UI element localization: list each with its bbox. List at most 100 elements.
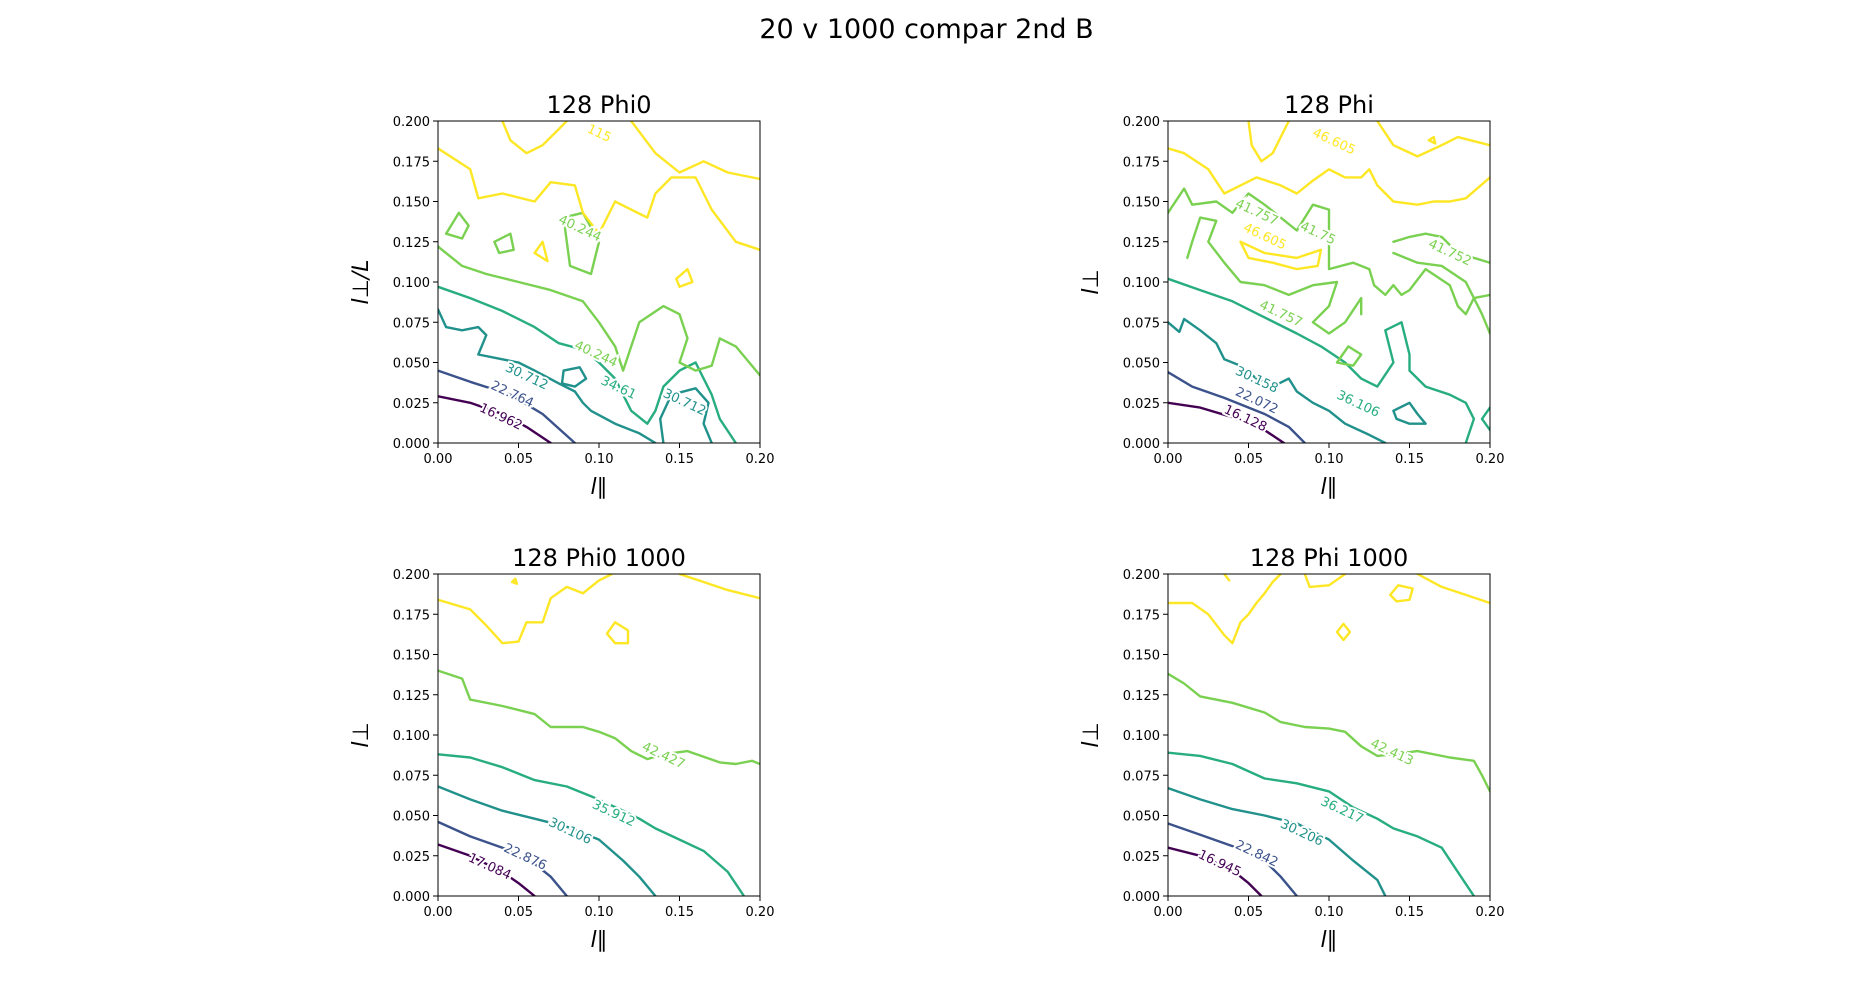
contour-level-6 <box>1427 135 1437 145</box>
x-tick-label: 0.15 <box>665 452 694 467</box>
x-tick-label: 0.10 <box>1315 452 1344 467</box>
contour-label: 30.106 <box>546 815 594 848</box>
x-tick-label: 0.20 <box>1476 905 1505 920</box>
contour-level-6 <box>533 240 549 263</box>
x-tick-label: 0.15 <box>665 905 694 920</box>
x-tick-label: 0.00 <box>1154 452 1183 467</box>
y-tick-label: 0.125 <box>1123 689 1160 704</box>
y-tick-label: 0.025 <box>1123 397 1160 412</box>
contour-level-6 <box>1376 121 1490 158</box>
y-tick-label: 0.150 <box>1123 649 1160 664</box>
y-tick-label: 0.000 <box>1123 890 1160 905</box>
contour-level-6 <box>1168 574 1282 645</box>
y-tick-label: 0.175 <box>393 155 430 170</box>
subplot-title: 128 Phi <box>1284 91 1374 119</box>
x-axis-label: l∥ <box>590 928 607 953</box>
contour-level-3 <box>1168 317 1387 443</box>
y-tick-label: 0.200 <box>393 568 430 583</box>
y-tick-label: 0.125 <box>393 689 430 704</box>
contour-level-3 <box>1168 786 1387 896</box>
contour-level-5 <box>1186 216 1363 335</box>
contour-level-6 <box>678 574 760 600</box>
y-tick-label: 0.075 <box>393 769 430 784</box>
y-tick-label: 0.125 <box>393 236 430 251</box>
contour-level-6 <box>1239 240 1323 271</box>
contour-level-5 <box>493 232 515 255</box>
contour-label: 46.605 <box>1241 221 1289 254</box>
y-tick-label: 0.025 <box>393 850 430 865</box>
y-tick-label: 0.200 <box>1123 568 1160 583</box>
contour-level-3 <box>560 366 588 388</box>
y-tick-label: 0.000 <box>393 437 430 452</box>
x-tick-label: 0.05 <box>504 452 533 467</box>
contour-level-1 <box>438 843 536 896</box>
contour-level-6 <box>501 121 568 155</box>
x-axis-label: l∥ <box>590 475 607 500</box>
subplot-title: 128 Phi 1000 <box>1250 544 1409 572</box>
y-tick-label: 0.050 <box>393 357 430 372</box>
contour-level-6 <box>630 121 760 181</box>
contour-level-5 <box>1168 672 1490 793</box>
contour-level-2 <box>1168 371 1306 443</box>
y-tick-label: 0.175 <box>1123 155 1160 170</box>
contour-label: 30.206 <box>1278 817 1326 850</box>
x-tick-label: 0.10 <box>585 452 614 467</box>
y-tick-label: 0.175 <box>1123 608 1160 623</box>
contour-level-6 <box>1168 147 1490 206</box>
y-tick-label: 0.150 <box>1123 196 1160 211</box>
contour-level-4 <box>438 285 737 443</box>
contour-label: 36.106 <box>1334 388 1382 421</box>
y-tick-label: 0.075 <box>393 316 430 331</box>
contour-level-3 <box>1392 401 1427 425</box>
y-tick-label: 0.100 <box>393 276 430 291</box>
y-tick-label: 0.000 <box>393 890 430 905</box>
y-tick-label: 0.000 <box>1123 437 1160 452</box>
y-tick-label: 0.075 <box>1123 769 1160 784</box>
contour-label: 42.427 <box>640 740 688 773</box>
y-tick-label: 0.050 <box>1123 810 1160 825</box>
y-tick-label: 0.175 <box>393 608 430 623</box>
contour-level-6 <box>1389 584 1414 603</box>
y-tick-label: 0.025 <box>393 397 430 412</box>
figure-suptitle: 20 v 1000 compar 2nd B <box>759 14 1094 45</box>
contour-label: 46.605 <box>1310 126 1358 159</box>
contour-level-1 <box>1168 401 1286 443</box>
y-tick-label: 0.100 <box>1123 729 1160 744</box>
y-tick-label: 0.100 <box>393 729 430 744</box>
y-tick-label: 0.050 <box>393 810 430 825</box>
y-axis-label: l⊥/L <box>349 260 374 305</box>
contour-lines <box>1168 121 1490 443</box>
x-tick-label: 0.10 <box>1315 905 1344 920</box>
contour-level-4 <box>1168 751 1476 896</box>
y-tick-label: 0.075 <box>1123 316 1160 331</box>
x-axis-label: l∥ <box>1320 475 1337 500</box>
contour-label: 40.244 <box>556 212 604 245</box>
x-tick-label: 0.20 <box>1476 452 1505 467</box>
contour-level-1 <box>438 395 552 443</box>
y-tick-label: 0.100 <box>1123 276 1160 291</box>
x-tick-label: 0.00 <box>424 452 453 467</box>
subplot-title: 128 Phi0 1000 <box>512 544 686 572</box>
contour-level-5 <box>438 669 760 766</box>
contour-level-6 <box>1223 574 1231 582</box>
y-tick-label: 0.025 <box>1123 850 1160 865</box>
subplot-title: 128 Phi0 <box>546 91 651 119</box>
y-axis-label: l⊥ <box>349 722 374 747</box>
y-tick-label: 0.150 <box>393 196 430 211</box>
contour-level-6 <box>438 574 614 645</box>
y-tick-label: 0.200 <box>1123 115 1160 130</box>
contour-lines <box>438 574 760 896</box>
contour-level-5 <box>1335 345 1363 367</box>
x-tick-label: 0.20 <box>746 452 775 467</box>
contour-label: 41.75 <box>1298 219 1338 248</box>
contour-level-6 <box>1247 121 1290 163</box>
contour-label: 35.912 <box>590 797 638 830</box>
x-tick-label: 0.15 <box>1395 452 1424 467</box>
contour-level-5 <box>1392 251 1490 335</box>
contour-level-2 <box>438 820 568 896</box>
contour-label: 115 <box>585 122 614 146</box>
axes-frame <box>437 573 761 897</box>
contour-level-3 <box>659 387 713 443</box>
